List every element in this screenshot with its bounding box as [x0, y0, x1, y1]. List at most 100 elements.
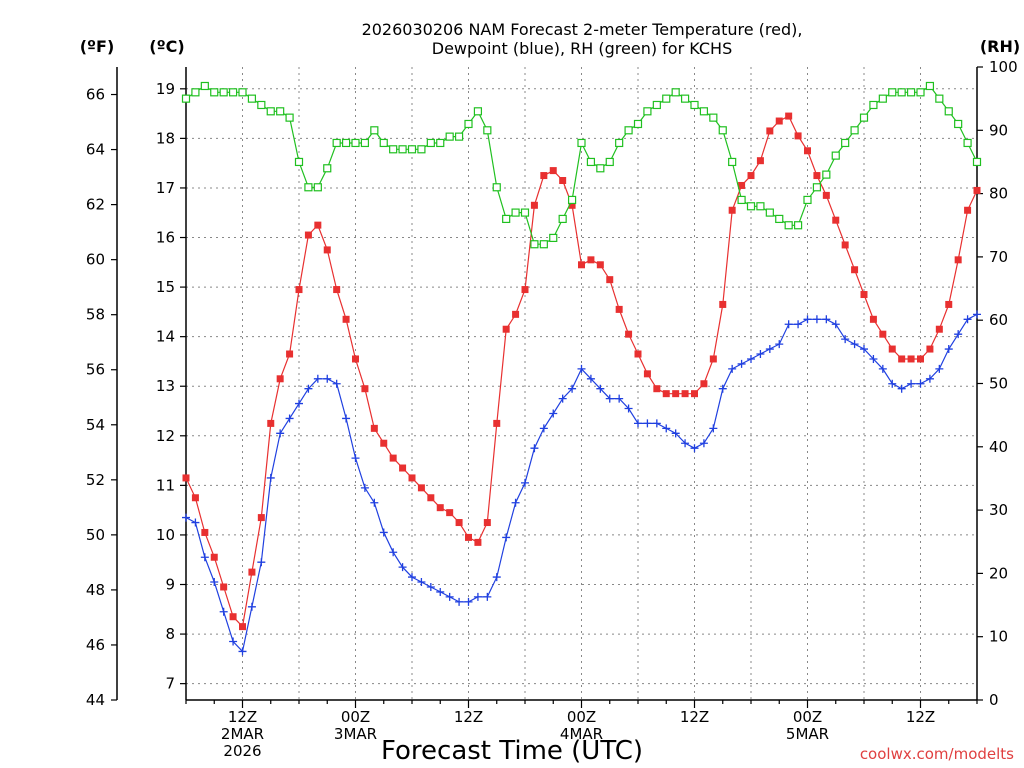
data-point — [446, 509, 454, 517]
data-point — [558, 214, 567, 224]
data-point — [521, 478, 529, 487]
data-point — [351, 138, 360, 148]
data-point — [323, 164, 332, 173]
data-point — [587, 256, 595, 264]
rh-unit-label: (RH) — [980, 37, 1020, 56]
data-point — [586, 157, 596, 167]
data-point — [917, 355, 924, 363]
data-point — [191, 88, 200, 97]
data-point — [530, 240, 539, 249]
data-point — [191, 494, 199, 502]
data-point — [436, 587, 445, 596]
data-point — [822, 315, 831, 324]
fahrenheit-tick-label: 44 — [86, 691, 105, 709]
data-point — [361, 385, 369, 393]
data-point — [530, 201, 538, 209]
data-point — [652, 419, 661, 428]
data-point — [379, 528, 388, 537]
data-point — [483, 126, 492, 135]
data-point — [427, 494, 435, 502]
data-point — [925, 374, 934, 383]
data-point — [935, 364, 944, 373]
data-point — [370, 126, 379, 135]
data-point — [803, 315, 812, 324]
data-point — [342, 315, 350, 323]
data-point — [483, 592, 492, 601]
data-point — [465, 533, 472, 541]
data-point — [539, 240, 548, 249]
data-point — [680, 94, 690, 103]
data-point — [314, 221, 322, 229]
data-point — [596, 261, 604, 269]
celsius-tick-label: 7 — [165, 675, 175, 693]
data-point — [973, 310, 981, 319]
data-point — [775, 117, 783, 125]
data-point — [972, 157, 982, 167]
data-point — [709, 113, 718, 122]
data-point — [229, 637, 238, 646]
data-point — [191, 518, 200, 527]
x-tick-label: 2026 — [223, 742, 261, 760]
data-point — [379, 138, 388, 148]
data-point — [605, 157, 614, 167]
labels: 2026030206 NAM Forecast 2-meter Temperat… — [80, 20, 1020, 766]
data-point — [257, 100, 266, 110]
data-point — [247, 602, 256, 611]
data-point — [407, 145, 417, 154]
data-point — [728, 206, 736, 214]
x-tick-label: 12Z — [680, 708, 709, 726]
x-tick-label: 12Z — [228, 708, 257, 726]
data-point — [530, 444, 539, 453]
celsius-tick-label: 9 — [165, 576, 175, 594]
data-point — [888, 88, 897, 97]
celsius-unit-label: (ºC) — [149, 37, 184, 56]
data-point — [671, 429, 680, 438]
x-tick-label: 4MAR — [560, 725, 603, 743]
data-point — [483, 519, 491, 527]
data-point — [596, 164, 605, 173]
rh-tick-label: 70 — [989, 248, 1008, 266]
data-point — [417, 145, 426, 154]
series-temperature — [182, 112, 981, 631]
x-axis-title: Forecast Time (UTC) — [381, 736, 643, 766]
data-point — [643, 419, 652, 428]
data-point — [700, 380, 708, 388]
data-point — [182, 513, 190, 522]
celsius-tick-label: 8 — [165, 625, 175, 643]
celsius-tick-label: 13 — [156, 377, 175, 395]
data-point — [474, 538, 482, 546]
data-point — [634, 419, 642, 428]
data-point — [502, 533, 511, 542]
data-point — [578, 261, 585, 269]
data-point — [210, 88, 219, 97]
data-point — [248, 568, 256, 576]
data-point — [266, 107, 275, 116]
data-point — [586, 374, 595, 383]
data-point — [492, 183, 501, 192]
data-point — [690, 100, 699, 110]
data-point — [625, 330, 633, 338]
data-point — [662, 390, 670, 398]
x-tick-label: 3MAR — [334, 725, 377, 743]
data-point — [690, 444, 699, 453]
data-point — [370, 424, 378, 432]
rh-tick-label: 10 — [989, 628, 1008, 646]
data-point — [512, 310, 520, 318]
data-point — [473, 107, 483, 116]
data-point — [812, 315, 821, 324]
data-point — [200, 81, 209, 91]
data-point — [181, 94, 191, 103]
fahrenheit-tick-label: 52 — [86, 471, 105, 489]
data-point — [323, 374, 332, 383]
rh-tick-label: 100 — [989, 58, 1018, 76]
data-point — [615, 138, 624, 148]
fahrenheit-tick-label: 66 — [86, 86, 105, 104]
rh-tick-label: 80 — [989, 185, 1008, 203]
chart-title-line-1: 2026030206 NAM Forecast 2-meter Temperat… — [362, 20, 803, 39]
data-point — [520, 208, 530, 217]
data-point — [879, 330, 887, 338]
fahrenheit-unit-label: (ºF) — [80, 37, 115, 56]
data-point — [681, 439, 690, 448]
data-point — [841, 138, 850, 148]
data-point — [804, 147, 811, 155]
